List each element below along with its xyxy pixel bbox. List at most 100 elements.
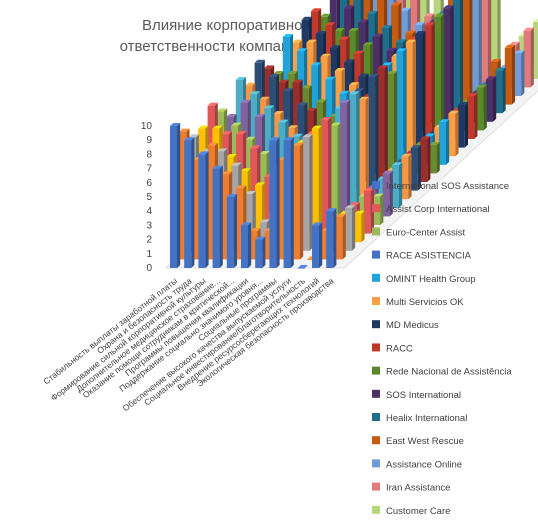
bar-top xyxy=(306,108,317,111)
bar-side xyxy=(502,67,506,114)
bar xyxy=(358,96,369,200)
bar-front xyxy=(420,139,428,182)
bar xyxy=(387,71,398,174)
bar-front xyxy=(392,165,399,208)
bar-top xyxy=(326,208,337,212)
bar-top xyxy=(457,102,468,105)
bar xyxy=(481,0,492,88)
bar-front xyxy=(259,222,267,251)
bar-top xyxy=(405,30,416,34)
bar-front xyxy=(382,173,390,217)
bar-front xyxy=(311,128,319,243)
legend-swatch xyxy=(372,436,380,445)
bar-front xyxy=(326,211,334,268)
legend-swatch xyxy=(372,413,380,421)
bar-front xyxy=(467,96,475,139)
bar-top xyxy=(339,90,350,94)
legend-swatch xyxy=(372,297,380,305)
bar-front xyxy=(415,34,423,148)
bar-front xyxy=(340,102,347,217)
bar-front xyxy=(387,74,394,174)
bar-side xyxy=(455,110,459,157)
bar xyxy=(443,5,454,122)
bar-top xyxy=(367,10,378,14)
legend-swatch xyxy=(372,459,380,468)
bar xyxy=(486,76,497,122)
bar-front xyxy=(179,131,187,260)
bar-top xyxy=(414,22,425,25)
bar-front xyxy=(514,53,522,96)
bar-side xyxy=(474,93,478,139)
legend-swatch xyxy=(372,366,380,375)
bar xyxy=(326,208,337,268)
bar-top xyxy=(405,39,416,43)
bar-side xyxy=(342,213,346,260)
bar-top xyxy=(533,19,538,22)
bar xyxy=(354,210,365,243)
bar-top xyxy=(198,125,209,129)
bar-front xyxy=(170,126,177,268)
y-tick-label: 10 xyxy=(141,121,153,132)
bar-front xyxy=(377,179,385,208)
legend-label: Assistance Online xyxy=(386,459,462,470)
bar xyxy=(302,134,313,251)
bar-side xyxy=(511,44,515,105)
legend-swatch xyxy=(372,320,380,329)
bar-front xyxy=(486,79,493,122)
legend-label: RACE ASISTENCIA xyxy=(386,251,472,262)
bar xyxy=(434,13,445,131)
legend-entry: Multi Servicios OK xyxy=(372,297,464,308)
bar-side xyxy=(384,65,388,182)
legend-label: Euro-Center Assist xyxy=(386,227,466,238)
bar-side xyxy=(403,48,407,165)
bar-top xyxy=(514,50,525,54)
bar-side xyxy=(427,136,431,182)
legend-entry: East West Rescue xyxy=(372,436,464,447)
bar xyxy=(269,137,280,268)
bar-side xyxy=(478,0,482,96)
bar-front xyxy=(193,160,201,260)
bar-top xyxy=(325,76,336,80)
bar-side xyxy=(441,13,445,131)
bar-top xyxy=(236,131,247,135)
bar-top xyxy=(348,28,359,31)
bar-front xyxy=(184,140,192,268)
bar-top xyxy=(354,88,365,92)
legend-swatch xyxy=(372,250,380,259)
bar-front xyxy=(264,176,272,234)
bar-top xyxy=(297,48,308,52)
bar-top xyxy=(382,62,393,66)
bar xyxy=(396,48,407,165)
bar-side xyxy=(408,153,412,200)
bar-side xyxy=(459,0,463,114)
bar-top xyxy=(504,44,515,48)
bar-front xyxy=(278,160,286,260)
bar-side xyxy=(375,74,379,191)
bar-front xyxy=(448,113,456,157)
bar-front xyxy=(533,22,538,79)
bar-side xyxy=(318,125,322,243)
bar xyxy=(345,205,356,251)
bar xyxy=(415,31,426,148)
bar-top xyxy=(358,73,369,77)
bar-side xyxy=(347,99,351,217)
bar-side xyxy=(493,76,497,122)
bar-front xyxy=(495,70,503,114)
legend-swatch xyxy=(372,204,380,213)
bar-front xyxy=(264,231,272,260)
bar-top xyxy=(212,165,223,169)
bar-front xyxy=(358,99,366,200)
bar-top xyxy=(217,108,228,112)
bar-front xyxy=(410,148,418,191)
bar-top xyxy=(236,185,247,189)
bar-front xyxy=(335,216,343,260)
bar-side xyxy=(233,194,237,268)
bar xyxy=(401,153,412,200)
y-tick-label: 6 xyxy=(146,178,152,189)
bar-side xyxy=(262,236,266,268)
legend-swatch xyxy=(372,273,380,282)
legend-label: RACC xyxy=(386,343,413,354)
bar xyxy=(514,50,525,96)
